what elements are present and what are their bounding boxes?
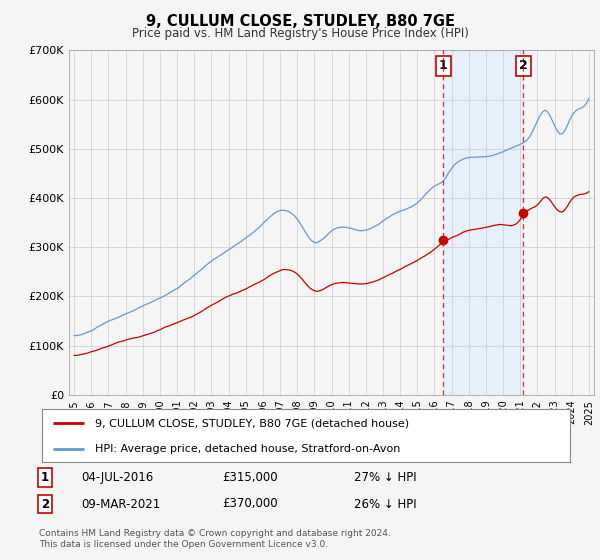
Text: Price paid vs. HM Land Registry's House Price Index (HPI): Price paid vs. HM Land Registry's House … bbox=[131, 27, 469, 40]
Text: 09-MAR-2021: 09-MAR-2021 bbox=[81, 497, 160, 511]
Bar bbox=[443, 50, 523, 395]
Text: 9, CULLUM CLOSE, STUDLEY, B80 7GE (detached house): 9, CULLUM CLOSE, STUDLEY, B80 7GE (detac… bbox=[95, 418, 409, 428]
Text: Contains HM Land Registry data © Crown copyright and database right 2024.
This d: Contains HM Land Registry data © Crown c… bbox=[39, 529, 391, 549]
Text: 26% ↓ HPI: 26% ↓ HPI bbox=[354, 497, 416, 511]
Text: £370,000: £370,000 bbox=[222, 497, 278, 511]
Text: HPI: Average price, detached house, Stratford-on-Avon: HPI: Average price, detached house, Stra… bbox=[95, 444, 400, 454]
Text: 27% ↓ HPI: 27% ↓ HPI bbox=[354, 470, 416, 484]
Text: 04-JUL-2016: 04-JUL-2016 bbox=[81, 470, 153, 484]
Text: 9, CULLUM CLOSE, STUDLEY, B80 7GE: 9, CULLUM CLOSE, STUDLEY, B80 7GE bbox=[146, 14, 455, 29]
Text: 2: 2 bbox=[519, 59, 527, 72]
Text: 1: 1 bbox=[439, 59, 448, 72]
Text: 2: 2 bbox=[41, 497, 49, 511]
Text: 1: 1 bbox=[41, 470, 49, 484]
Text: £315,000: £315,000 bbox=[222, 470, 278, 484]
